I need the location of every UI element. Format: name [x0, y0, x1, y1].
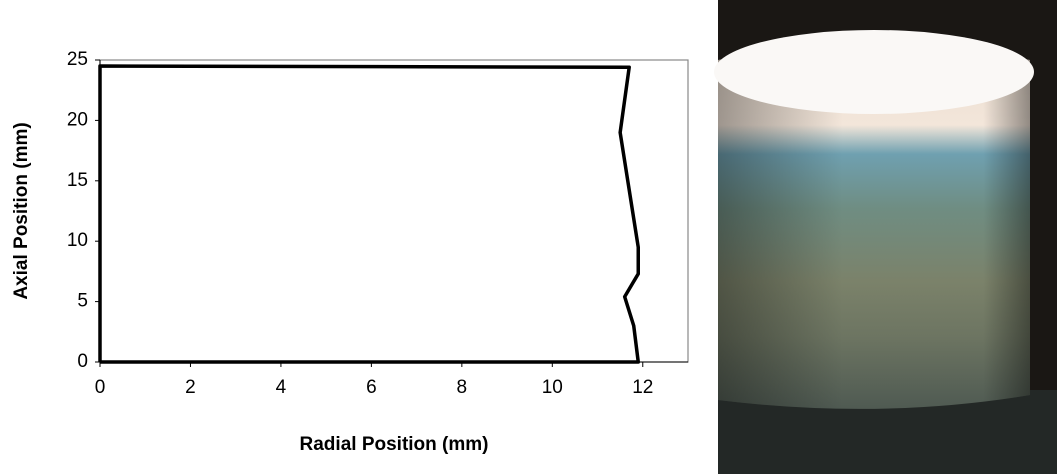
x-tick-label: 4: [276, 377, 287, 398]
plot-frame: [100, 60, 688, 362]
y-tick-label: 20: [67, 109, 88, 130]
x-tick-label: 10: [542, 377, 563, 398]
photo: [714, 0, 1057, 474]
x-tick-label: 0: [95, 377, 106, 398]
x-tick-label: 12: [632, 377, 653, 398]
chart: 0 5 10 15 20 25 0 2 4 6 8 10 12: [67, 49, 688, 398]
profile-line: [100, 66, 638, 362]
y-axis-title: Axial Position (mm): [11, 122, 32, 299]
y-tick-label: 15: [67, 170, 88, 191]
y-tick-label: 25: [67, 49, 88, 70]
x-tick-label: 8: [457, 377, 468, 398]
figure: 0 5 10 15 20 25 0 2 4 6 8 10 12 Radial Position (mm)…: [0, 0, 1057, 474]
x-axis-title: Radial Position (mm): [300, 434, 489, 455]
x-tick-label: 2: [185, 377, 196, 398]
x-tick-label: 6: [366, 377, 377, 398]
y-tick-label: 0: [77, 351, 88, 372]
y-tick-label: 10: [67, 230, 88, 251]
y-tick-label: 5: [77, 291, 88, 312]
